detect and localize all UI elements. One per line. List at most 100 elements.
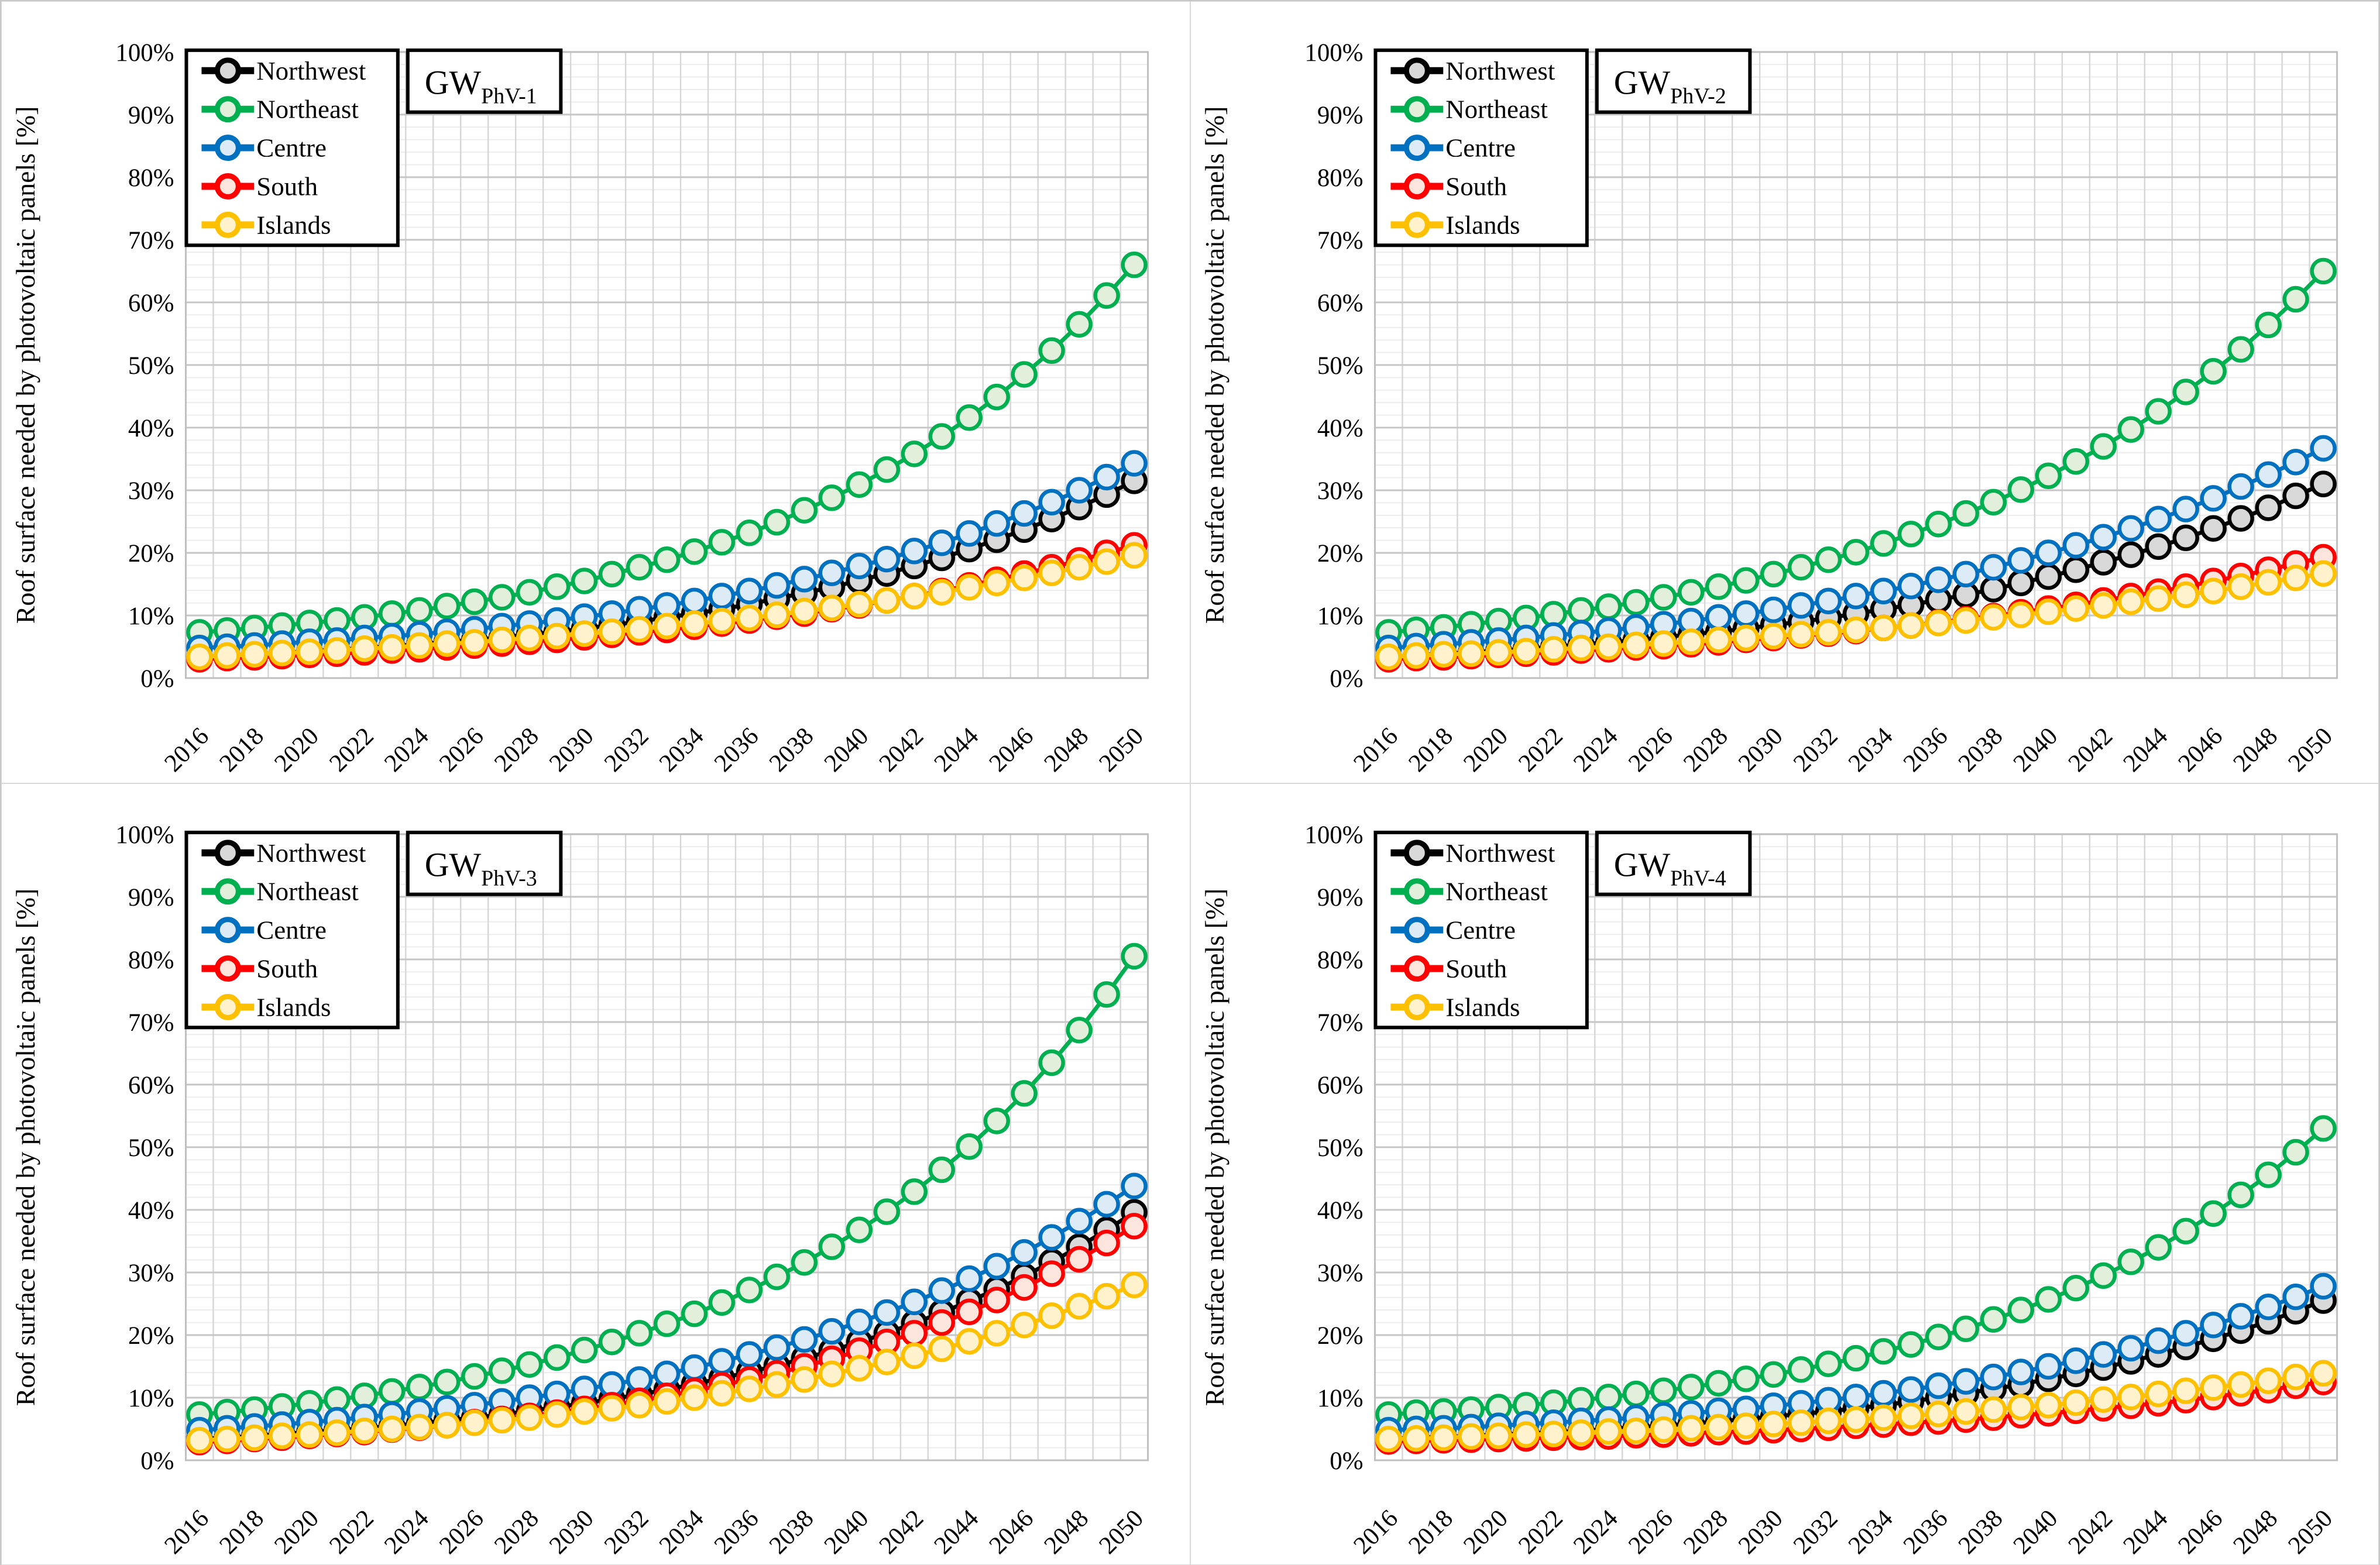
legend-item-label: Islands xyxy=(256,210,331,239)
y-tick-label: 50% xyxy=(1317,1134,1363,1162)
data-point-marker xyxy=(1066,477,1093,504)
data-point-marker xyxy=(241,1424,268,1451)
legend-item-south: South xyxy=(201,954,318,983)
data-point-marker xyxy=(2117,416,2144,443)
data-point-marker xyxy=(296,638,323,665)
x-tick-label: 2026 xyxy=(1623,723,1678,778)
data-point-marker xyxy=(406,1413,433,1440)
data-point-marker xyxy=(598,1328,626,1356)
data-point-marker xyxy=(1622,589,1649,616)
data-point-marker xyxy=(2090,524,2117,551)
data-point-marker xyxy=(1980,1363,2007,1391)
data-point-marker xyxy=(2255,461,2282,488)
series-northeast xyxy=(1375,257,2337,646)
data-point-marker xyxy=(571,1398,598,1425)
data-point-marker xyxy=(1066,311,1093,338)
data-point-marker xyxy=(2062,556,2089,583)
data-point-marker xyxy=(681,538,708,565)
x-tick-label: 2016 xyxy=(159,723,214,778)
data-point-marker xyxy=(901,1342,928,1369)
legend-item-centre: Centre xyxy=(1390,915,1515,944)
y-tick-label: 50% xyxy=(128,1134,174,1162)
data-point-marker xyxy=(653,546,681,573)
data-point-marker xyxy=(873,1348,901,1375)
data-point-marker xyxy=(2090,1386,2117,1413)
data-point-marker xyxy=(736,1341,763,1368)
data-point-marker xyxy=(2199,577,2227,604)
data-point-marker xyxy=(1121,542,1148,569)
x-tick-label: 2024 xyxy=(379,1504,434,1559)
x-tick-label: 2016 xyxy=(1348,723,1403,778)
data-point-marker xyxy=(681,1300,708,1327)
y-tick-label: 30% xyxy=(128,477,174,505)
legend-item-label: Islands xyxy=(1445,992,1520,1021)
data-point-marker xyxy=(1066,553,1093,581)
legend-marker-circle xyxy=(1403,96,1430,123)
data-point-marker xyxy=(1760,1361,1787,1388)
data-point-marker xyxy=(1980,1396,2007,1423)
y-tick-label: 50% xyxy=(1317,352,1363,380)
panel-gw-phv-3: 0% 10% 20% 30% 40% 50% 60% 70% 80% 90% 100% 2016 201… xyxy=(1,783,1190,1565)
data-point-marker xyxy=(1815,1350,1842,1377)
data-point-marker xyxy=(681,1384,708,1411)
data-point-marker xyxy=(1925,1372,1952,1399)
data-point-marker xyxy=(1622,631,1649,659)
data-point-marker xyxy=(1622,1417,1649,1444)
data-point-marker xyxy=(1011,1079,1038,1107)
y-tick-label: 40% xyxy=(1317,415,1363,442)
y-tick-label: 20% xyxy=(1317,540,1363,567)
chart-gw-phv-3: 0% 10% 20% 30% 40% 50% 60% 70% 80% 90% 100% 2016 201… xyxy=(11,821,1149,1560)
data-point-marker xyxy=(1952,607,1979,634)
data-point-marker xyxy=(1121,450,1148,477)
data-point-marker xyxy=(2035,1353,2062,1380)
x-tick-label: 2022 xyxy=(324,1504,379,1559)
data-point-marker xyxy=(2145,585,2172,612)
x-axis-labels: 2016 2018 2020 2022 2024 2026 2028 2030 2032 2034… xyxy=(1348,1504,2338,1559)
data-point-marker xyxy=(2007,547,2034,574)
data-point-marker xyxy=(873,587,901,614)
panel-gw-phv-1: 0% 10% 20% 30% 40% 50% 60% 70% 80% 90% 100% 2016 201… xyxy=(1,1,1190,783)
legend-item-label: South xyxy=(256,171,318,201)
y-axis-labels: 0% 10% 20% 30% 40% 50% 60% 70% 80% 90% 100% xyxy=(1304,39,1363,693)
x-tick-label: 2046 xyxy=(984,1504,1039,1559)
gridlines xyxy=(185,833,1149,1461)
data-point-marker xyxy=(1093,1229,1120,1257)
data-point-marker xyxy=(241,641,268,668)
data-point-marker xyxy=(2227,573,2254,600)
x-tick-label: 2050 xyxy=(2283,723,2338,778)
legend-item-label: Northeast xyxy=(256,95,359,124)
y-axis-title: Roof surface needed by photovoltaic pane… xyxy=(1199,106,1229,624)
data-point-marker xyxy=(1011,565,1038,591)
chart-title-border xyxy=(406,830,563,896)
data-point-marker xyxy=(1815,1407,1842,1435)
data-point-marker xyxy=(186,643,213,670)
legend-item-northeast: Northeast xyxy=(201,95,359,124)
data-point-marker xyxy=(1567,634,1594,662)
data-point-marker xyxy=(406,1373,433,1401)
data-point-marker xyxy=(928,529,956,556)
data-point-marker xyxy=(2309,435,2337,462)
data-point-marker xyxy=(2090,1341,2117,1368)
x-tick-label: 2040 xyxy=(819,723,874,778)
legend-item-northwest: Northwest xyxy=(201,838,366,867)
legend-marker-circle xyxy=(1403,955,1430,982)
data-point-marker xyxy=(928,579,956,606)
data-point-marker xyxy=(1787,592,1814,619)
data-point-marker xyxy=(708,607,736,635)
x-tick-label: 2034 xyxy=(654,1504,709,1559)
chart-title-border xyxy=(1595,830,1751,896)
data-point-marker xyxy=(1952,560,1979,588)
data-point-marker xyxy=(1011,1311,1038,1339)
y-axis-labels: 0% 10% 20% 30% 40% 50% 60% 70% 80% 90% 100% xyxy=(115,821,174,1475)
x-tick-label: 2026 xyxy=(434,723,489,778)
data-point-marker xyxy=(2255,1293,2282,1320)
data-point-marker xyxy=(2227,1181,2254,1208)
data-point-marker xyxy=(626,1319,653,1347)
data-point-marker xyxy=(928,423,956,450)
data-point-marker xyxy=(1925,610,1952,637)
data-point-marker xyxy=(1787,1356,1814,1383)
legend: Northwest Northeast Centre South Islands xyxy=(1373,830,1589,1029)
data-point-marker xyxy=(1011,1274,1038,1301)
data-point-marker xyxy=(1677,1415,1704,1442)
x-tick-label: 2020 xyxy=(269,1504,324,1559)
